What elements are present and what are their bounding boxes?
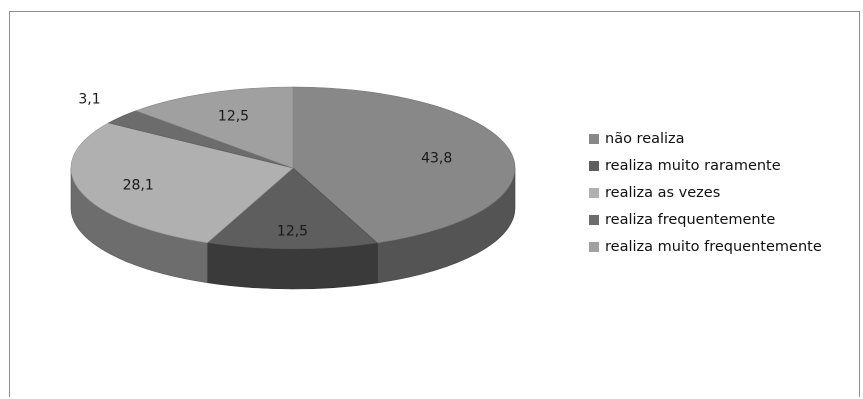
legend-swatch [589, 160, 599, 171]
legend-label: realiza frequentemente [605, 211, 776, 228]
legend-label: realiza muito frequentemente [605, 238, 822, 255]
legend-label: realiza muito raramente [605, 157, 781, 174]
pie-slice-realiza-as-vezes [70, 122, 294, 244]
data-label-realiza-muito-raramente: 12,5 [277, 223, 308, 239]
pie-side-realiza-muito-raramente [207, 242, 378, 290]
legend-item-realiza-muito-raramente: realiza muito raramente [589, 152, 822, 179]
pie-labels: 43,8 12,5 28,1 3,1 12,5 [78, 92, 452, 240]
legend-item-nao-realiza: não realiza [589, 125, 822, 152]
legend-label: realiza as vezes [605, 184, 721, 201]
legend-item-realiza-as-vezes: realiza as vezes [589, 179, 822, 206]
data-label-nao-realiza: 43,8 [421, 151, 452, 167]
pie-slice-realiza-muito-frequentemente [135, 86, 294, 169]
legend-item-realiza-frequentemente: realiza frequentemente [589, 206, 822, 233]
legend-swatch [589, 241, 599, 252]
data-label-realiza-muito-frequentemente: 12,5 [218, 109, 249, 125]
data-label-realiza-frequentemente: 3,1 [78, 92, 100, 108]
pie-slice-nao-realiza [292, 86, 516, 244]
legend-item-realiza-muito-frequentemente: realiza muito frequentemente [589, 233, 822, 260]
legend-swatch [589, 133, 599, 144]
legend-swatch [589, 214, 599, 225]
pie-tops [70, 86, 516, 250]
legend-swatch [589, 187, 599, 198]
legend-label: não realiza [605, 130, 685, 147]
legend: não realiza realiza muito raramente realiz… [589, 125, 822, 260]
pie-slice-realiza-muito-raramente [206, 167, 378, 250]
data-label-realiza-as-vezes: 28,1 [123, 177, 154, 193]
